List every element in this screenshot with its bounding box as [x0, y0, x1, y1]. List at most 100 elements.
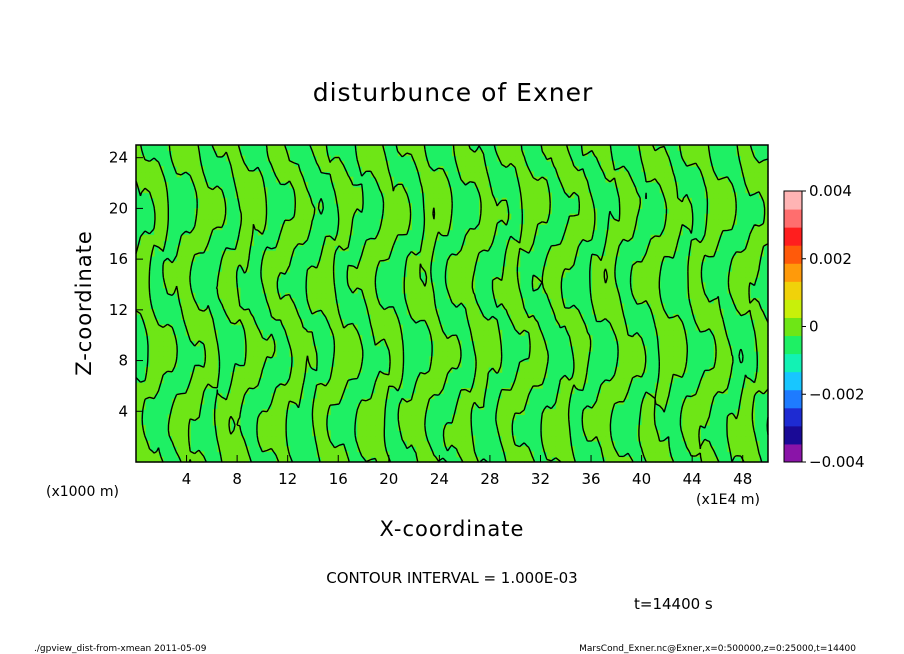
field-cell	[686, 271, 692, 278]
field-cell	[700, 382, 706, 389]
field-cell	[610, 319, 616, 326]
field-cell	[465, 261, 471, 268]
field-cell	[736, 425, 742, 431]
field-cell	[483, 372, 489, 379]
field-cell	[686, 287, 692, 294]
field-cell	[226, 409, 232, 416]
field-cell	[749, 425, 756, 431]
field-cell	[330, 382, 336, 389]
field-cell	[564, 234, 570, 241]
field-cell	[275, 292, 282, 299]
field-cell	[623, 187, 629, 194]
field-cell	[745, 271, 751, 278]
field-cell	[194, 451, 200, 458]
field-cell	[524, 456, 530, 463]
field-cell	[591, 266, 598, 273]
field-cell	[686, 398, 692, 405]
field-cell	[596, 403, 602, 410]
field-cell	[668, 456, 674, 463]
field-cell	[610, 287, 616, 294]
field-cell	[226, 435, 232, 442]
field-cell	[424, 176, 431, 183]
field-cell	[461, 271, 467, 278]
field-cell	[298, 218, 304, 225]
field-cell	[212, 197, 218, 204]
field-cell	[321, 266, 327, 273]
field-cell	[370, 403, 376, 410]
field-cell	[379, 176, 385, 183]
field-cell	[587, 218, 593, 225]
field-cell	[145, 366, 151, 373]
field-cell	[754, 245, 760, 252]
field-cell	[695, 430, 701, 437]
field-cell	[600, 287, 607, 294]
field-cell	[226, 250, 232, 257]
field-cell	[429, 213, 435, 220]
field-cell	[614, 234, 620, 241]
field-cell	[375, 171, 381, 178]
field-cell	[515, 388, 521, 394]
field-cell	[424, 456, 431, 463]
field-cell	[185, 234, 191, 241]
field-cell	[321, 425, 327, 431]
field-cell	[465, 240, 471, 246]
field-cell	[483, 240, 489, 246]
field-cell	[691, 277, 697, 283]
field-cell	[492, 203, 498, 209]
field-cell	[655, 266, 661, 273]
field-cell	[695, 440, 701, 447]
field-cell	[591, 287, 598, 294]
field-cell	[235, 388, 241, 394]
field-cell	[257, 440, 263, 447]
field-cell	[695, 292, 701, 299]
field-cell	[136, 451, 142, 458]
field-cell	[334, 192, 340, 199]
field-cell	[266, 250, 273, 257]
field-cell	[352, 192, 358, 199]
field-cell	[591, 145, 598, 151]
field-cell	[226, 266, 232, 273]
field-cell	[537, 181, 543, 188]
field-cell	[740, 287, 747, 294]
field-cell	[244, 324, 250, 331]
field-cell	[582, 372, 589, 379]
field-cell	[375, 255, 381, 262]
field-cell	[763, 240, 769, 246]
field-cell	[641, 414, 647, 421]
field-cell	[727, 351, 733, 357]
field-cell	[695, 314, 701, 320]
field-cell	[275, 171, 282, 178]
field-cell	[704, 298, 710, 305]
field-cell	[415, 261, 421, 268]
field-cell	[357, 203, 363, 209]
field-cell	[632, 356, 638, 363]
field-cell	[587, 234, 593, 241]
field-cell	[709, 203, 715, 209]
field-cell	[361, 166, 367, 173]
field-cell	[221, 403, 227, 410]
field-cell	[619, 234, 625, 241]
field-cell	[217, 430, 223, 437]
field-cell	[758, 171, 765, 178]
field-cell	[284, 160, 291, 167]
field-cell	[154, 351, 160, 357]
field-cell	[280, 145, 286, 151]
field-cell	[244, 203, 250, 209]
field-cell	[506, 261, 512, 268]
field-cell	[537, 218, 543, 225]
field-cell	[325, 398, 331, 405]
field-cell	[262, 446, 268, 453]
field-cell	[722, 366, 728, 373]
field-cell	[614, 382, 620, 389]
field-cell	[230, 377, 236, 384]
field-cell	[203, 234, 209, 241]
field-cell	[312, 403, 318, 410]
field-cell	[361, 250, 367, 257]
field-cell	[163, 197, 169, 204]
field-cell	[452, 277, 458, 283]
field-cell	[506, 403, 512, 410]
field-cell	[433, 361, 440, 368]
field-cell	[664, 245, 670, 252]
field-cell	[284, 303, 291, 310]
field-cell	[361, 261, 367, 268]
